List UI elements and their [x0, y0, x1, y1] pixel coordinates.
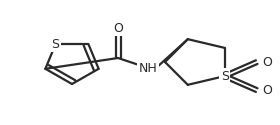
- Text: S: S: [221, 70, 229, 83]
- Text: O: O: [262, 84, 272, 97]
- Text: O: O: [113, 22, 123, 35]
- Text: NH: NH: [139, 62, 157, 74]
- Text: S: S: [52, 38, 60, 51]
- Text: O: O: [262, 56, 272, 69]
